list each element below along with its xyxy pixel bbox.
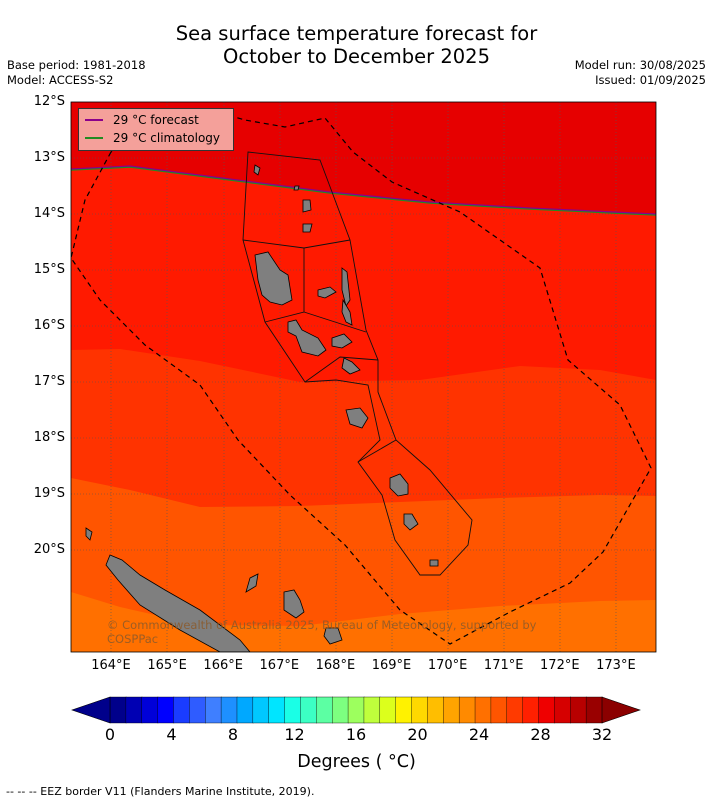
- island-espiritu-santo: [254, 251, 293, 306]
- colorbar-swatch: [585, 696, 603, 724]
- legend: 29 °C forecast 29 °C climatology: [78, 108, 234, 151]
- colorbar-swatch: [443, 696, 460, 724]
- latitude-label: 17°S: [33, 374, 65, 389]
- colorbar-swatch: [284, 696, 302, 724]
- colorbar-swatch: [395, 696, 413, 724]
- latitude-label: 13°S: [33, 150, 65, 165]
- base-period: Base period: 1981-2018: [7, 58, 146, 72]
- issued-date: Issued: 01/09/2025: [595, 73, 706, 87]
- colorbar-swatch: [300, 696, 318, 724]
- longitude-label: 164°E: [91, 658, 131, 673]
- colorbar-tick-label: 28: [530, 725, 551, 744]
- colorbar-swatch: [173, 696, 191, 724]
- colorbar-under-arrow: [71, 696, 111, 724]
- colorbar-swatch: [363, 696, 381, 724]
- colorbar-swatch: [316, 696, 333, 724]
- map-frame: [70, 101, 657, 653]
- colorbar-swatch: [411, 696, 429, 724]
- colorbar-swatch: [570, 696, 587, 724]
- colorbar-swatch: [331, 696, 349, 724]
- title-line-1: Sea surface temperature forecast for: [175, 22, 538, 45]
- colorbar-tick-label: 8: [227, 725, 239, 744]
- colorbar-swatch: [205, 696, 222, 724]
- colorbar-swatch: [554, 696, 571, 724]
- climatology-line-swatch: [85, 137, 103, 139]
- legend-item-forecast: 29 °C forecast: [85, 112, 199, 128]
- forecast-29c-contour: [71, 165, 656, 215]
- legend-climatology-label: 29 °C climatology: [113, 131, 221, 145]
- island-erromango: [389, 473, 409, 497]
- map-title: Sea surface temperature forecast for Oct…: [0, 22, 713, 68]
- island-malakula: [287, 319, 327, 357]
- province-boundaries: [242, 151, 473, 576]
- longitude-label: 171°E: [483, 658, 524, 673]
- colorbar-swatch: [141, 696, 159, 724]
- colorbar: [71, 696, 641, 724]
- colorbar-swatch: [268, 696, 286, 724]
- colorbar-tick-label: 24: [468, 725, 490, 744]
- colorbar-tick-label: 32: [591, 725, 613, 744]
- eez-border: [71, 109, 652, 645]
- colorbar-tick-label: 12: [284, 725, 305, 744]
- colorbar-tick-label: 0: [104, 725, 116, 744]
- sst-field: [71, 102, 656, 652]
- meta-left: Base period: 1981-2018 Model: ACCESS-S2: [7, 58, 146, 88]
- colorbar-swatch: [522, 696, 540, 724]
- colorbar-swatch: [236, 696, 254, 724]
- latitude-label: 14°S: [33, 206, 65, 221]
- colorbar-swatch: [220, 696, 238, 724]
- island-new-caledonia: [105, 554, 251, 652]
- colorbar-swatch: [157, 696, 175, 724]
- colorbar-swatch: [538, 696, 556, 724]
- latitude-label: 18°S: [33, 430, 65, 445]
- colorbar-title: Degrees ( °C): [297, 752, 416, 772]
- longitude-label: 165°E: [147, 658, 187, 673]
- colorbar-swatch: [490, 696, 508, 724]
- latitude-label: 16°S: [33, 318, 65, 333]
- longitude-label: 170°E: [427, 658, 468, 673]
- footer-note: -- -- -- EEZ border V11 (Flanders Marine…: [6, 785, 315, 798]
- latitude-label: 20°S: [33, 542, 65, 557]
- colorbar-swatch: [252, 696, 270, 724]
- colorbar-swatch: [125, 696, 143, 724]
- copyright-notice: © Commonwealth of Australia 2025, Bureau…: [107, 618, 537, 646]
- colorbar-tick-label: 16: [345, 725, 367, 744]
- longitude-label: 169°E: [371, 658, 412, 673]
- colorbar-tick-label: 20: [407, 725, 428, 744]
- model-name: Model: ACCESS-S2: [7, 73, 114, 87]
- longitude-label: 172°E: [540, 658, 580, 673]
- land-masses: [85, 164, 439, 652]
- title-line-2: October to December 2025: [223, 45, 490, 68]
- latitude-label: 15°S: [33, 262, 65, 277]
- colorbar-tick-label: 4: [166, 725, 177, 744]
- longitude-label: 167°E: [259, 658, 300, 673]
- legend-forecast-label: 29 °C forecast: [113, 113, 199, 127]
- island-tanna: [403, 513, 419, 531]
- colorbar-swatch: [379, 696, 397, 724]
- island-efate: [345, 407, 369, 429]
- longitude-label: 173°E: [596, 658, 636, 673]
- forecast-line-swatch: [85, 119, 103, 121]
- colorbar-over-arrow: [601, 696, 641, 724]
- meta-right: Model run: 30/08/2025 Issued: 01/09/2025: [575, 58, 706, 88]
- colorbar-swatch: [189, 696, 206, 724]
- colorbar-swatch: [474, 696, 492, 724]
- colorbar-swatch: [427, 696, 444, 724]
- longitude-label: 166°E: [203, 658, 243, 673]
- longitude-label: 168°E: [315, 658, 356, 673]
- latitude-label: 12°S: [33, 94, 65, 109]
- colorbar-swatch: [458, 696, 476, 724]
- colorbar-swatch: [347, 696, 365, 724]
- legend-item-climatology: 29 °C climatology: [85, 130, 220, 146]
- colorbar-swatch: [109, 696, 127, 724]
- latitude-label: 19°S: [33, 486, 65, 501]
- colorbar-swatch: [506, 696, 524, 724]
- model-run: Model run: 30/08/2025: [574, 58, 706, 72]
- climatology-29c-contour: [71, 166, 656, 216]
